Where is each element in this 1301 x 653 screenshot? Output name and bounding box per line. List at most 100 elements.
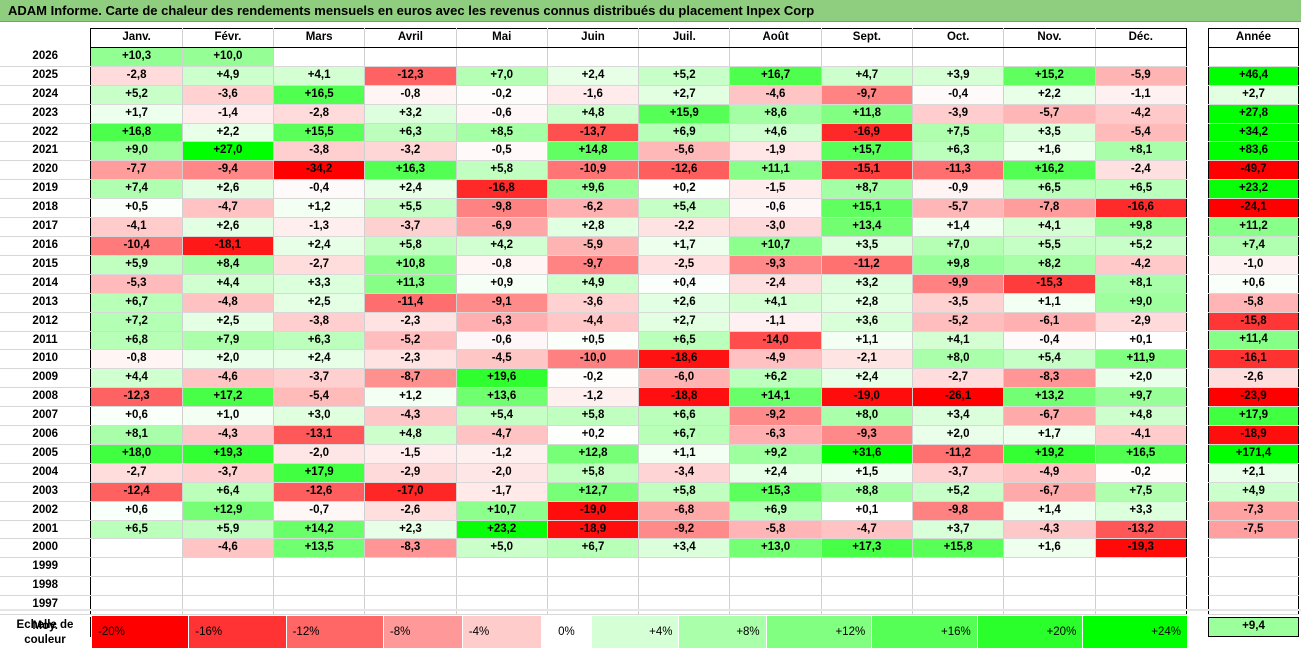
heatmap-cell — [273, 595, 366, 616]
heatmap-cell: +8,0 — [911, 349, 1005, 370]
annual-row: +11,4 — [1208, 330, 1299, 351]
heatmap-cell: +18,0 — [90, 444, 183, 464]
heatmap-cell: -6,8 — [638, 501, 731, 521]
heatmap-cell: +9,8 — [911, 255, 1005, 275]
heatmap-cell: -10,9 — [546, 160, 640, 181]
heatmap-cell: -12,4 — [90, 482, 183, 502]
heatmap-cell: -3,6 — [546, 293, 640, 313]
heatmap-cell: +6,9 — [638, 123, 731, 143]
heatmap-cell — [181, 557, 275, 578]
table-row: 2021 +9,0 +27,0 -3,8 -3,2 -0,5 +14,8 -5,6 -1,9 +1… — [0, 141, 1188, 162]
annual-cell — [1208, 576, 1299, 597]
heatmap-cell: -3,2 — [364, 141, 457, 162]
heatmap-cell: -0,7 — [273, 501, 366, 521]
heatmap-cell: -5,7 — [911, 198, 1005, 219]
heatmap-cell: +15,1 — [820, 198, 913, 219]
heatmap-cell: -0,8 — [455, 255, 548, 275]
heatmap-cell: -13,7 — [546, 123, 640, 143]
heatmap-cell: +2,8 — [546, 217, 640, 237]
scale-stop: -4% — [461, 616, 542, 648]
annual-cell: -18,9 — [1208, 425, 1299, 445]
heatmap-cell: -12,3 — [364, 66, 457, 86]
heatmap-cell — [455, 47, 548, 67]
heatmap-cell: -11,4 — [364, 293, 457, 313]
annual-row: +171,4 — [1208, 444, 1299, 464]
heatmap-cell: -18,8 — [638, 387, 731, 408]
annual-cell: -23,9 — [1208, 387, 1299, 408]
heatmap-cell: +2,0 — [181, 349, 275, 370]
year-label: 2019 — [0, 179, 91, 200]
heatmap-cell: +5,8 — [455, 160, 548, 181]
heatmap-cell: -4,5 — [455, 349, 548, 370]
year-label: 2000 — [0, 538, 91, 559]
heatmap-cell: +5,8 — [638, 482, 731, 502]
heatmap-cell: -7,8 — [1003, 198, 1096, 219]
heatmap-cell: -9,8 — [455, 198, 548, 219]
annual-row: -23,9 — [1208, 387, 1299, 408]
heatmap-cell: +8,2 — [1003, 255, 1096, 275]
heatmap-cell: -2,4 — [729, 274, 822, 294]
heatmap-cell: +4,8 — [546, 104, 640, 124]
heatmap-cell: +7,0 — [455, 66, 548, 86]
annual-row: -2,6 — [1208, 368, 1299, 389]
annual-cell — [1208, 47, 1299, 67]
heatmap-cell: -4,8 — [181, 293, 275, 313]
heatmap-cell: -2,4 — [1094, 160, 1188, 181]
heatmap-cell — [364, 576, 457, 597]
table-row: 2007 +0,6 +1,0 +3,0 -4,3 +5,4 +5,8 +6,6 -9,2 +8,0… — [0, 406, 1188, 427]
annual-cell: -1,0 — [1208, 255, 1299, 275]
heatmap-cell: +9,6 — [546, 179, 640, 200]
scale-stop: -12% — [285, 616, 384, 648]
scale-stop: +12% — [765, 616, 872, 648]
heatmap-cell: -4,3 — [364, 406, 457, 427]
heatmap-cell: +0,2 — [546, 425, 640, 445]
heatmap-cell — [546, 557, 640, 578]
annual-row: -49,7 — [1208, 160, 1299, 181]
year-label: 2008 — [0, 387, 91, 408]
heatmap-cell: +4,7 — [820, 66, 913, 86]
heatmap-cell: +16,7 — [729, 66, 822, 86]
heatmap-cell: +15,5 — [273, 123, 366, 143]
heatmap-cell: -8,3 — [364, 538, 457, 559]
heatmap-cell: -2,6 — [364, 501, 457, 521]
heatmap-cell — [273, 47, 366, 67]
table-row: 2006 +8,1 -4,3 -13,1 +4,8 -4,7 +0,2 +6,7 -6,3 -9,… — [0, 425, 1188, 445]
heatmap-cell: -0,5 — [455, 141, 548, 162]
heatmap-cell: -9,7 — [820, 85, 913, 105]
heatmap-cell: +7,5 — [911, 123, 1005, 143]
heatmap-cell: +0,5 — [546, 331, 640, 351]
heatmap-cell: +5,8 — [364, 236, 457, 256]
heatmap-cell — [546, 595, 640, 616]
heatmap-cell: -18,1 — [181, 236, 275, 256]
heatmap-cell: -2,7 — [273, 255, 366, 275]
table-row: 2008 -12,3 +17,2 -5,4 +1,2 +13,6 -1,2 -18,8 +14,… — [0, 387, 1188, 408]
heatmap-cell: +8,6 — [729, 104, 822, 124]
heatmap-cell: -5,6 — [638, 141, 731, 162]
heatmap-cell — [1094, 557, 1188, 578]
heatmap-cell: -2,3 — [364, 349, 457, 370]
heatmap-cell — [1003, 47, 1096, 67]
heatmap-cell: -12,6 — [273, 482, 366, 502]
table-row: 2025 -2,8 +4,9 +4,1 -12,3 +7,0 +2,4 +5,2 +16,7 +4… — [0, 66, 1188, 86]
table-row: 2009 +4,4 -4,6 -3,7 -8,7 +19,6 -0,2 -6,0 +6,2 +2,… — [0, 368, 1188, 389]
heatmap-cell: +4,1 — [911, 331, 1005, 351]
heatmap-cell: +17,2 — [181, 387, 275, 408]
heatmap-cell: +1,0 — [181, 406, 275, 427]
heatmap-cell: +3,5 — [820, 236, 913, 256]
annual-cell: +46,4 — [1208, 66, 1299, 86]
heatmap-cell: -3,9 — [911, 104, 1005, 124]
year-label: 2022 — [0, 123, 91, 143]
annual-cell: -5,8 — [1208, 293, 1299, 313]
heatmap-cell: -13,2 — [1094, 520, 1188, 540]
heatmap-cell: +27,0 — [181, 141, 275, 162]
heatmap-cell: +6,7 — [638, 425, 731, 445]
heatmap-cell: +5,5 — [1003, 236, 1096, 256]
heatmap-cell — [820, 47, 913, 67]
heatmap-cell: -7,7 — [90, 160, 183, 181]
scale-stop: +4% — [591, 616, 679, 648]
heatmap-cell: -11,2 — [820, 255, 913, 275]
month-header-9: Sept. — [820, 28, 913, 48]
heatmap-cell: -3,7 — [181, 463, 275, 483]
heatmap-cell: +3,5 — [1003, 123, 1096, 143]
heatmap-cell — [181, 576, 275, 597]
